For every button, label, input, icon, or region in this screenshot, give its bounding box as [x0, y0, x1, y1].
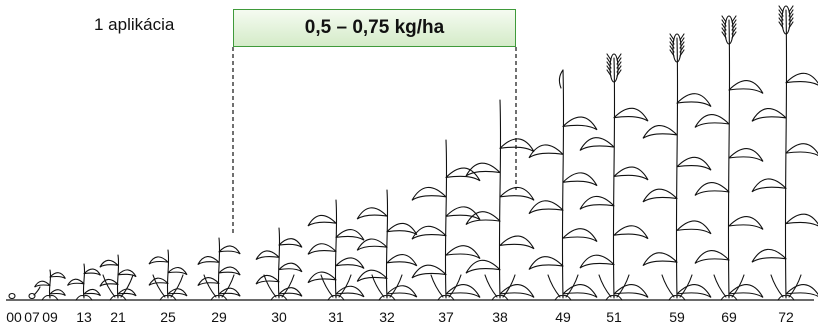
plant-stage-38 — [465, 99, 535, 301]
plant-stage-21 — [99, 254, 137, 301]
stage-label-21: 21 — [110, 309, 126, 325]
stage-label-38: 38 — [492, 309, 508, 325]
stage-label-72: 72 — [778, 309, 794, 325]
stage-label-59: 59 — [669, 309, 685, 325]
plant-stage-59 — [642, 33, 712, 301]
stage-label-32: 32 — [379, 309, 395, 325]
plant-stage-13 — [67, 263, 101, 301]
plant-stage-00 — [8, 292, 16, 300]
plant-stage-07 — [28, 286, 41, 300]
stage-label-37: 37 — [438, 309, 454, 325]
stage-label-31: 31 — [328, 309, 344, 325]
stage-label-07: 07 — [24, 309, 40, 325]
plant-stage-72 — [751, 5, 818, 301]
stage-label-69: 69 — [721, 309, 737, 325]
dose-box: 0,5 – 0,75 kg/ha — [233, 9, 516, 47]
plant-stage-31 — [307, 199, 365, 301]
stage-label-00: 00 — [6, 309, 22, 325]
plant-stage-25 — [148, 249, 188, 301]
plant-stage-09 — [34, 269, 66, 301]
plant-stage-69 — [694, 15, 764, 301]
stage-label-29: 29 — [211, 309, 227, 325]
stage-label-25: 25 — [160, 309, 176, 325]
stage-label-09: 09 — [42, 309, 58, 325]
plant-stage-32 — [356, 189, 418, 301]
application-label: 1 aplikácia — [94, 15, 175, 34]
stage-label-13: 13 — [76, 309, 92, 325]
plant-stage-51 — [579, 53, 649, 301]
stage-label-30: 30 — [271, 309, 287, 325]
stage-label-51: 51 — [606, 309, 622, 325]
plant-stage-37 — [411, 139, 481, 301]
plant-stage-29 — [197, 237, 241, 301]
dose-label: 0,5 – 0,75 kg/ha — [304, 17, 445, 38]
plant-stage-30 — [255, 227, 303, 301]
plant-stage-49 — [528, 69, 598, 301]
stage-label-49: 49 — [555, 309, 571, 325]
